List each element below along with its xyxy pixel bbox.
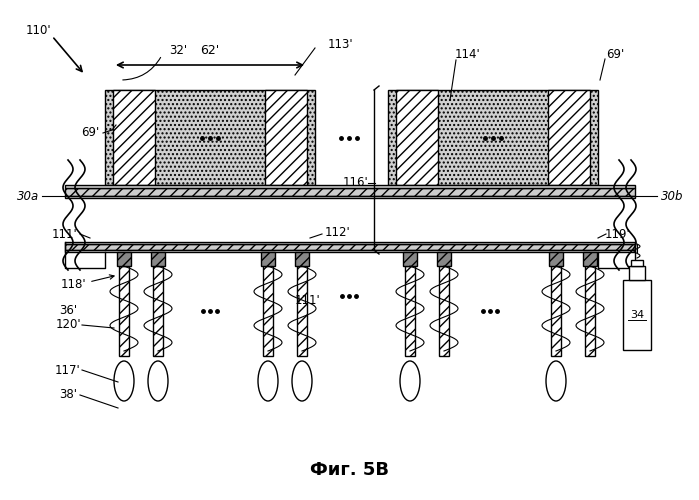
Bar [65,250,635,252]
Bar [105,90,315,185]
Ellipse shape [546,361,566,401]
Bar [261,252,275,266]
Text: 117': 117' [55,364,81,376]
Bar [631,260,643,266]
Text: 113': 113' [327,38,353,52]
Bar [265,90,307,185]
Text: 69': 69' [81,126,99,140]
Bar [119,266,129,356]
Text: 62': 62' [201,44,219,57]
Text: 111': 111' [295,294,321,306]
Text: 116': 116' [343,176,369,190]
Text: 30b: 30b [661,190,683,202]
Bar [551,266,561,356]
Bar [153,266,163,356]
Ellipse shape [148,361,168,401]
Bar [388,90,598,185]
Bar [439,266,449,356]
Bar [151,252,165,266]
Bar [405,266,415,356]
Bar [295,252,309,266]
Bar [263,266,273,356]
Bar [65,242,635,244]
Bar [65,196,635,198]
Text: 36': 36' [59,304,77,316]
Bar [65,188,635,196]
Text: 119': 119' [605,228,631,240]
Bar [403,252,417,266]
Bar [549,252,563,266]
Ellipse shape [114,361,134,401]
Text: 32': 32' [169,44,187,57]
Bar [396,90,438,185]
Bar [585,266,595,356]
Text: 112': 112' [325,226,351,238]
Text: 120': 120' [55,318,81,332]
Text: 38': 38' [59,388,77,402]
Ellipse shape [258,361,278,401]
Bar [297,266,307,356]
Text: 69': 69' [606,48,624,62]
Text: 34: 34 [630,310,644,320]
Text: 118': 118' [60,278,86,291]
Ellipse shape [400,361,420,401]
Bar [623,280,651,350]
Text: 114': 114' [455,48,481,62]
Text: 110': 110' [25,24,51,36]
Text: 111': 111' [52,228,78,240]
Text: Фиг. 5В: Фиг. 5В [310,461,389,479]
Bar [548,90,590,185]
Bar [583,252,597,266]
Bar [113,90,155,185]
Bar [629,266,645,280]
Bar [437,252,451,266]
Text: 30a: 30a [17,190,39,202]
Bar [65,185,635,188]
Bar [65,244,635,250]
Bar [117,252,131,266]
Ellipse shape [292,361,312,401]
